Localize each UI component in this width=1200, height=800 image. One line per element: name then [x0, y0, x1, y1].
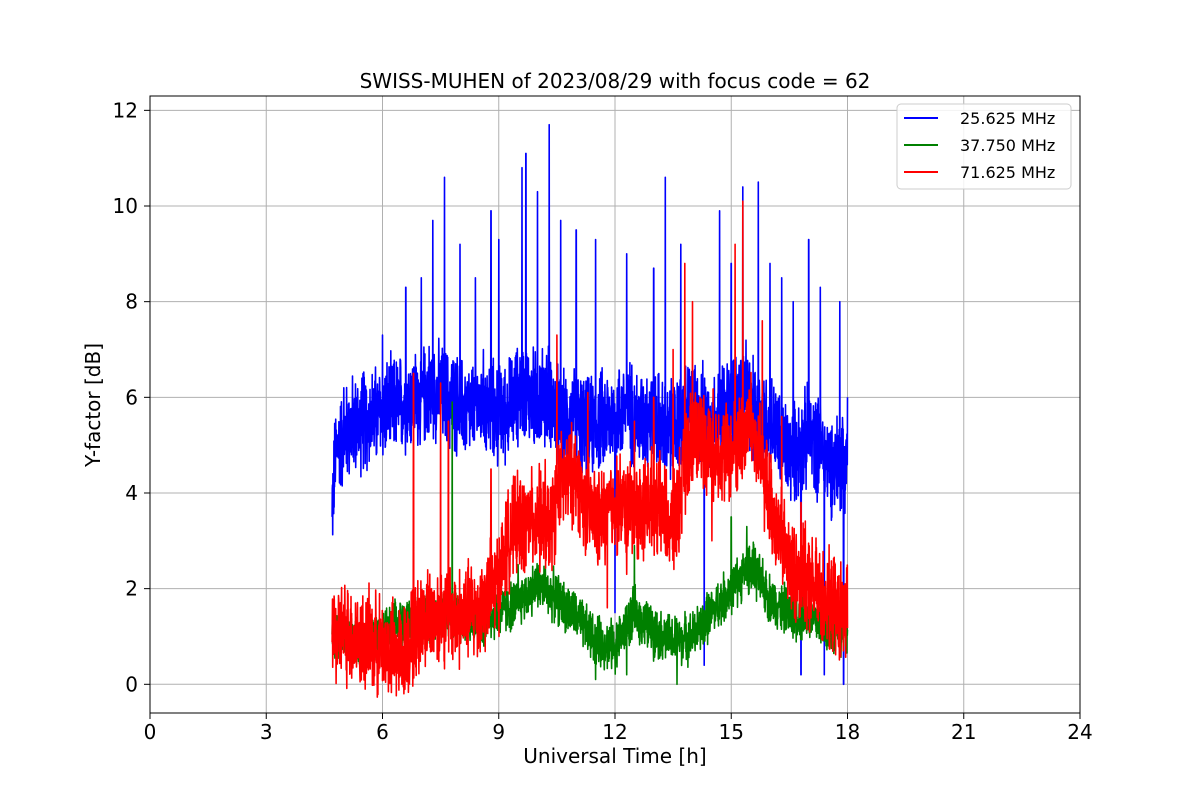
x-tick-label-5: 15 [719, 720, 744, 744]
y-axis: 0 2 4 6 8 10 12 [113, 98, 150, 696]
chart-title: SWISS-MUHEN of 2023/08/29 with focus cod… [360, 69, 871, 93]
legend: 25.625 MHz 37.750 MHz 71.625 MHz [896, 103, 1072, 190]
legend-label-series-2: 37.750 MHz [960, 136, 1055, 155]
y-tick-label-2: 4 [125, 481, 138, 505]
x-tick-label-3: 9 [492, 720, 505, 744]
x-tick-label-7: 21 [951, 720, 976, 744]
x-tick-label-8: 24 [1067, 720, 1092, 744]
x-tick-label-0: 0 [144, 720, 157, 744]
x-tick-label-1: 3 [260, 720, 273, 744]
x-tick-label-2: 6 [376, 720, 389, 744]
y-tick-label-0: 0 [125, 672, 138, 696]
x-axis-label: Universal Time [h] [523, 744, 706, 768]
plot-series [331, 123, 849, 698]
x-tick-label-6: 18 [835, 720, 860, 744]
y-tick-label-5: 10 [113, 194, 138, 218]
x-tick-label-4: 12 [602, 720, 627, 744]
legend-box [896, 103, 1072, 190]
legend-label-series-1: 25.625 MHz [960, 109, 1055, 128]
y-axis-label: Y-factor [dB] [81, 343, 105, 468]
legend-label-series-3: 71.625 MHz [960, 163, 1055, 182]
y-tick-label-3: 6 [125, 385, 138, 409]
y-tick-label-4: 8 [125, 290, 138, 314]
y-tick-label-1: 2 [125, 577, 138, 601]
y-tick-label-6: 12 [113, 98, 138, 122]
x-axis: 0 3 6 9 12 15 18 21 24 [144, 713, 1093, 744]
series-line-3 [331, 200, 849, 698]
